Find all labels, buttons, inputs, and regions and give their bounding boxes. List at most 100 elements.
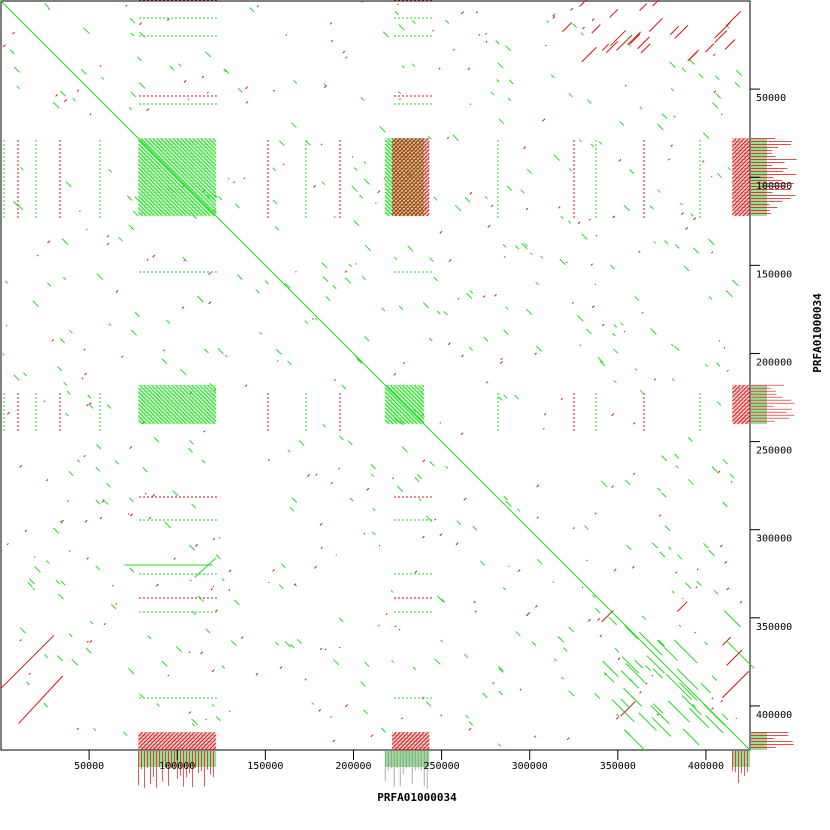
reverse-hit — [155, 583, 159, 587]
forward-hit — [384, 403, 406, 425]
forward-hit — [396, 485, 404, 493]
reverse-hit — [500, 357, 503, 360]
reverse-hit — [152, 493, 155, 497]
reverse-hit — [121, 355, 124, 358]
forward-hit — [568, 93, 573, 98]
forward-hit — [384, 395, 414, 425]
reverse-hit — [240, 636, 244, 640]
forward-hit — [138, 155, 199, 217]
reverse-hit — [616, 34, 633, 51]
reverse-hit — [732, 395, 751, 414]
forward-hit — [355, 356, 362, 363]
reverse-hit — [536, 484, 540, 488]
forward-hit — [661, 113, 668, 120]
reverse-hit — [732, 184, 751, 203]
forward-hit — [704, 641, 709, 646]
reverse-hit — [203, 430, 206, 433]
forward-hit — [416, 473, 423, 480]
forward-hit — [138, 187, 167, 217]
reverse-hit — [228, 569, 232, 573]
reverse-hit — [735, 717, 737, 720]
forward-hit — [191, 384, 217, 410]
reverse-hit — [152, 732, 171, 751]
reverse-hit — [681, 212, 684, 215]
forward-hit — [296, 638, 302, 644]
forward-hit — [359, 194, 364, 199]
reverse-hit — [523, 146, 527, 150]
forward-hit — [602, 660, 619, 677]
forward-hit — [639, 106, 643, 110]
reverse-hit — [670, 144, 673, 147]
forward-hit — [711, 466, 718, 473]
reverse-hit — [542, 118, 546, 122]
forward-hit — [587, 99, 592, 104]
forward-hit — [281, 563, 286, 569]
reverse-hit — [363, 532, 366, 535]
forward-hit — [175, 646, 182, 653]
forward-hit — [700, 683, 711, 694]
reverse-hit — [439, 533, 443, 537]
forward-hit — [156, 703, 160, 707]
forward-hit — [147, 384, 187, 425]
reverse-hit — [394, 181, 430, 217]
reverse-hit — [653, 378, 656, 381]
forward-hit — [363, 161, 367, 164]
forward-hit — [128, 667, 135, 675]
forward-hit — [498, 118, 505, 125]
forward-hit — [569, 168, 573, 172]
forward-hit — [600, 480, 608, 488]
forward-hit — [614, 647, 620, 653]
forward-hit — [4, 280, 9, 284]
forward-hit — [275, 349, 282, 355]
reverse-hit — [468, 727, 472, 731]
reverse-hit — [345, 56, 348, 59]
reverse-hit — [355, 263, 357, 265]
forward-hit — [179, 368, 187, 376]
x-tick-label: 150000 — [247, 761, 283, 772]
forward-hit — [440, 598, 446, 603]
reverse-hit — [455, 542, 459, 546]
reverse-hit — [401, 717, 404, 720]
forward-hit — [322, 424, 326, 428]
y-coverage-bar — [751, 385, 767, 424]
forward-hit — [191, 718, 199, 726]
forward-hit — [503, 329, 509, 335]
repeat-stripes — [3, 0, 701, 699]
forward-hit — [391, 659, 395, 664]
reverse-hit — [732, 152, 751, 171]
y-tick-label: 250000 — [756, 446, 792, 457]
forward-hit — [560, 215, 564, 219]
plot-frame — [0, 0, 751, 751]
forward-hit — [418, 498, 422, 502]
reverse-hit — [460, 11, 464, 15]
forward-hit — [148, 138, 217, 206]
reverse-hit — [732, 138, 741, 147]
forward-hit — [138, 159, 195, 217]
forward-hit — [634, 296, 640, 302]
forward-hit — [287, 449, 291, 453]
forward-hit — [221, 578, 225, 582]
forward-hit — [612, 332, 616, 337]
y-axis: 50000 100000 150000 200000 250000 300000 35000… — [750, 88, 792, 721]
forward-hit — [610, 264, 615, 270]
reverse-hit — [732, 156, 751, 175]
reverse-hit — [402, 189, 430, 217]
forward-hit — [580, 32, 584, 36]
forward-hit — [384, 159, 425, 200]
forward-hit — [255, 289, 260, 294]
forward-hit — [520, 189, 525, 194]
reverse-hit — [639, 691, 642, 694]
reverse-hit — [319, 522, 323, 526]
forward-hit — [361, 275, 366, 281]
forward-hit — [138, 391, 171, 425]
reverse-hit — [385, 613, 388, 616]
forward-hit — [422, 384, 425, 388]
forward-hit — [505, 45, 511, 52]
forward-hit — [707, 238, 715, 246]
reverse-hit — [632, 472, 636, 476]
reverse-hit — [726, 649, 743, 666]
reverse-hit — [51, 339, 55, 342]
reverse-hit — [329, 22, 333, 25]
forward-hit — [657, 189, 661, 193]
diagonal-fragments — [562, 0, 755, 752]
